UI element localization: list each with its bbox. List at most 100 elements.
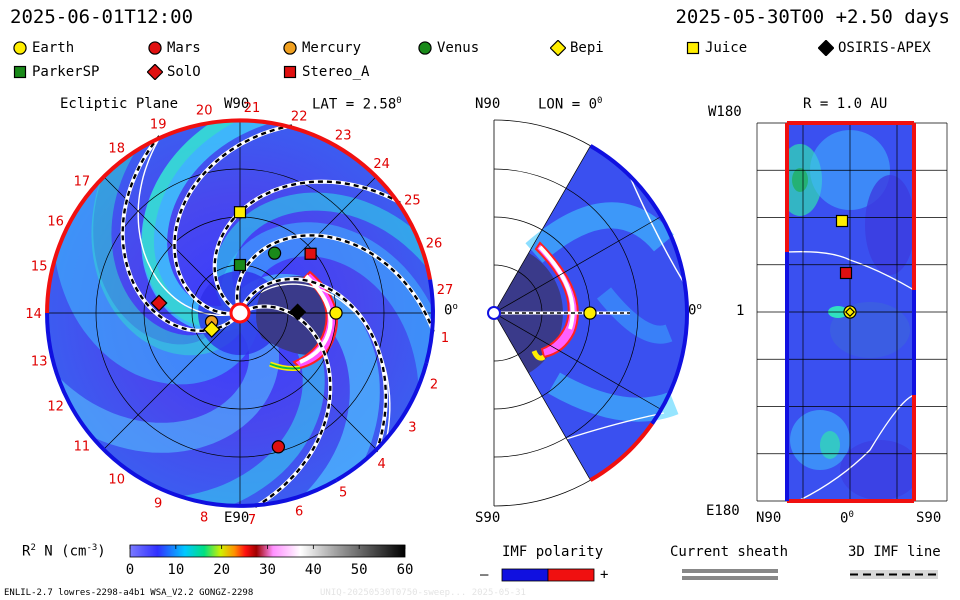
legend-item-bepi: Bepi	[550, 40, 604, 56]
carrington-tick-label: 20	[196, 104, 213, 119]
ecliptic-panel: 20 21222324252627123456789101112131415161…	[25, 101, 453, 528]
colorbar-tick-label: 30	[259, 562, 276, 578]
imf-spiral	[121, 134, 238, 332]
current-sheath-key	[682, 569, 778, 580]
carrington-tick-label: 6	[295, 505, 303, 520]
legend-marker	[13, 65, 27, 79]
sphere-top-left: W180	[708, 104, 742, 120]
cb-exp: -3	[86, 543, 98, 553]
carrington-tick-label: 17	[74, 174, 91, 189]
cb-r-sup: 2	[30, 543, 36, 553]
sphere-panel	[756, 121, 948, 503]
run-time: 2025-05-30T00 +2.50 days	[675, 6, 950, 28]
carrington-tick-label: 22	[291, 109, 308, 124]
solar-wind-stream	[53, 156, 259, 385]
object-earth	[329, 306, 343, 320]
legend-symbol	[148, 41, 162, 55]
legend-item-venus: Venus	[417, 40, 479, 56]
carrington-tick-label: 8	[200, 510, 208, 525]
legend-item-osiris-apex: OSIRIS-APEX	[818, 40, 931, 56]
legend-symbol	[13, 41, 27, 55]
meridional-right-label: 0o	[688, 302, 702, 319]
object-parkersp	[233, 258, 247, 272]
carrington-tick-label: 5	[339, 486, 347, 501]
legend-item-solo: SolO	[147, 64, 201, 80]
legend-marker	[283, 65, 297, 79]
cb-end: )	[97, 543, 106, 560]
mer-zero: 0	[688, 302, 697, 319]
sun-inner-boundary	[229, 302, 251, 324]
legend-label: ParkerSP	[32, 64, 100, 80]
sphere-tick-0: 00	[840, 510, 854, 527]
colorbar-tick-label: 40	[304, 562, 322, 578]
colorbar-label: R2 N (cm-3)	[22, 543, 106, 560]
sph-juice	[835, 214, 849, 228]
legend-label: Bepi	[570, 40, 604, 56]
mer-earth	[583, 306, 597, 320]
mer-stream	[596, 287, 673, 344]
legend-marker	[283, 41, 297, 55]
legend-symbol	[818, 40, 834, 56]
solar-wind-stream	[214, 192, 433, 316]
lat-degree: 0	[396, 96, 402, 106]
cb-n: N (cm	[35, 543, 87, 560]
ecliptic-title: Ecliptic Plane	[60, 96, 179, 112]
meridional-bottom-label: S90	[475, 510, 501, 526]
colorbar-tick-label: 10	[167, 562, 185, 578]
carrington-tick-label: 12	[47, 400, 64, 415]
solar-wind-stream	[47, 303, 279, 453]
imf-spiral	[173, 124, 294, 315]
legend-symbol	[550, 40, 566, 56]
sphere-bottom-left: E180	[706, 503, 740, 519]
carrington-tick-label: 2	[430, 378, 438, 393]
carrington-tick-label: 24	[373, 157, 390, 172]
imf-plus: +	[600, 567, 609, 583]
lat-value: LAT = 2.58	[312, 96, 397, 113]
legend-item-mercury: Mercury	[282, 40, 361, 56]
carrington-tick-label: 9	[154, 497, 162, 512]
current-sheath-line	[137, 120, 231, 316]
carrington-tick-label: 26	[426, 236, 443, 251]
ecliptic-lat: LAT = 2.580	[312, 96, 402, 113]
legend-marker	[147, 64, 163, 80]
imf-line-key	[850, 570, 938, 579]
object-juice	[233, 206, 247, 219]
legend-symbol	[283, 41, 297, 55]
legend-item-earth: Earth	[12, 40, 74, 56]
mer-stream	[525, 202, 674, 263]
polarity-rim	[45, 118, 432, 314]
solar-wind-stream	[141, 120, 268, 328]
carrington-tick-label: 10	[108, 473, 125, 488]
mer-sun	[487, 306, 501, 320]
sheath-line-1	[682, 569, 778, 573]
sphere-tick-n90: N90	[756, 510, 782, 526]
sphere-left-mid: 1	[736, 303, 745, 319]
sph-stream-core	[792, 168, 808, 192]
object-mars	[271, 440, 286, 454]
legend-label: Juice	[705, 40, 748, 56]
legend-marker	[418, 41, 432, 55]
sphere-zero: 0	[840, 510, 849, 527]
legend-marker	[148, 41, 162, 55]
sph-bepi	[844, 306, 856, 318]
colorbar	[129, 544, 406, 558]
legend-symbol	[13, 65, 27, 79]
polarity-rim	[424, 279, 435, 364]
carrington-tick-label: 4	[377, 457, 385, 472]
polarity-rim	[45, 312, 338, 508]
object-solo	[150, 294, 168, 312]
meridional-panel	[487, 119, 689, 507]
legend-label: Earth	[32, 40, 75, 56]
sphere-degree: 0	[848, 510, 854, 520]
legend-label: OSIRIS-APEX	[838, 40, 931, 56]
mer-ring	[493, 168, 639, 458]
mer-cme-core	[538, 245, 575, 330]
ecl-zero: 0	[444, 302, 453, 319]
mer-rim-blue	[589, 144, 689, 425]
legend-item-mars: Mars	[147, 40, 201, 56]
legend-symbol	[686, 41, 700, 55]
meridional-top-label: N90	[475, 96, 501, 112]
sph-stereo-a	[839, 266, 853, 280]
sph-sheath	[799, 394, 914, 501]
polarity-rim	[335, 362, 429, 482]
